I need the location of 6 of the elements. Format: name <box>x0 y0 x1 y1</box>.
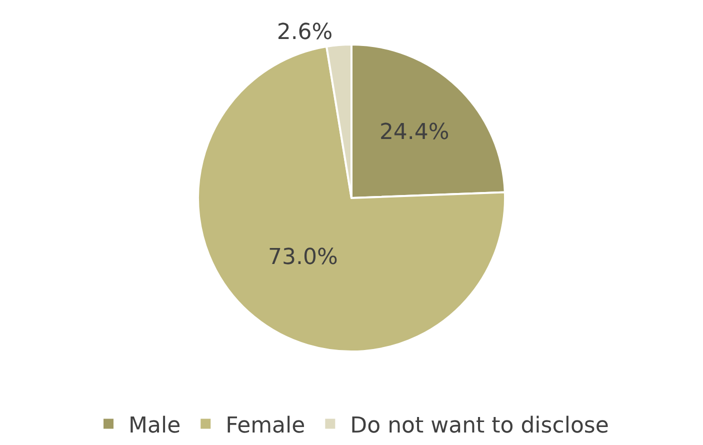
data-label: 24.4% <box>379 120 450 146</box>
data-label: 2.6% <box>276 20 333 46</box>
legend-label: Male <box>128 413 181 438</box>
legend-label: Do not want to disclose <box>350 413 609 438</box>
data-label: 73.0% <box>268 244 338 270</box>
legend-label: Female <box>226 413 306 438</box>
